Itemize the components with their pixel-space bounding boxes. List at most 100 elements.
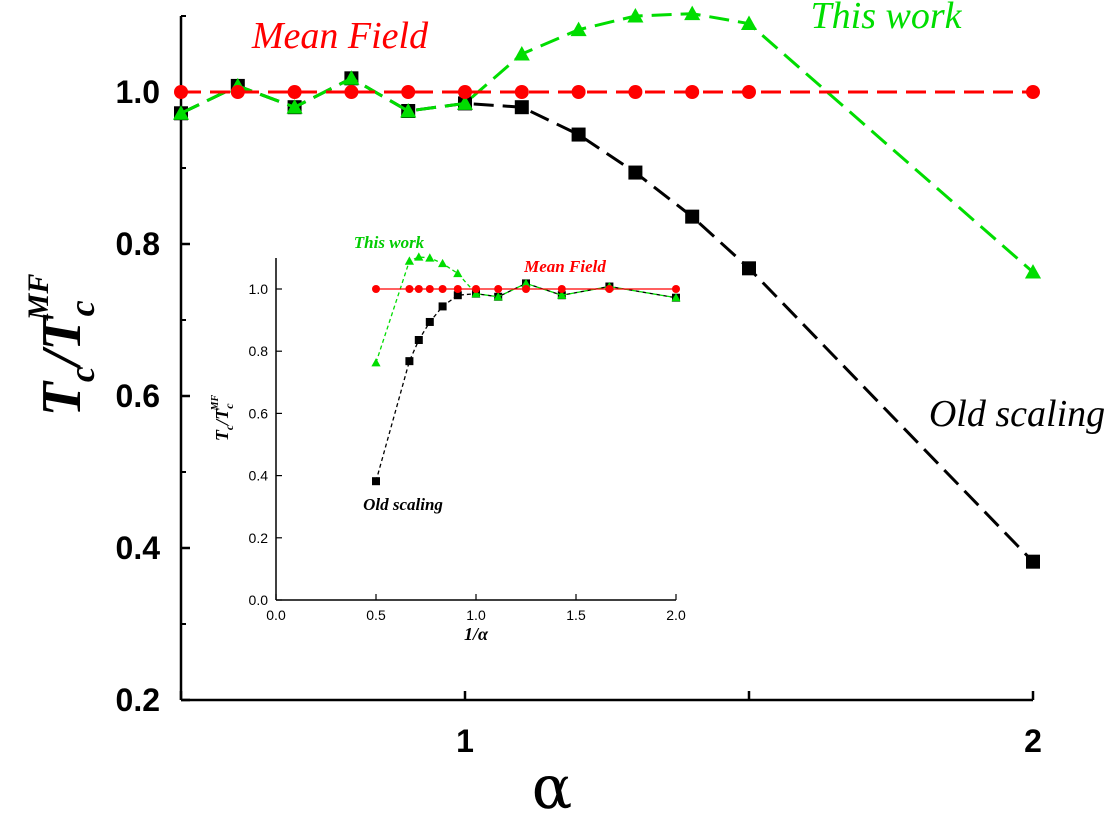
inset-series — [371, 252, 681, 486]
inset-data-point — [405, 357, 414, 366]
main-data-point — [286, 99, 303, 114]
main-annotation-old-scaling: Old scaling — [929, 393, 1105, 435]
main-series-line — [180, 76, 1035, 563]
main-x-tick-label: 2 — [1024, 723, 1042, 759]
main-series-mean-field — [174, 85, 1040, 99]
inset-data-point — [671, 293, 681, 302]
main-data-point — [571, 85, 586, 99]
inset-y-tick-label: 0.0 — [249, 592, 269, 608]
main-data-point — [1026, 85, 1040, 99]
inset-x-tick-label: 0.5 — [366, 607, 386, 623]
main-data-point — [1026, 554, 1040, 569]
main-x-tick-label: 1 — [456, 723, 474, 759]
inset-series-mean-field — [372, 285, 680, 293]
main-data-point — [742, 85, 756, 99]
main-ylabel-base2: T — [31, 314, 93, 351]
inset-data-point — [414, 285, 423, 293]
inset-annotation-old-scaling: Old scaling — [363, 495, 443, 514]
inset-data-point — [494, 285, 503, 293]
inset-x-tick-label: 0.0 — [266, 607, 286, 623]
inset-background — [276, 258, 676, 600]
inset-y-tick-label: 0.2 — [249, 530, 269, 546]
main-data-point — [344, 85, 359, 99]
main-data-point — [628, 165, 643, 180]
main-y-tick-label: 0.2 — [116, 682, 160, 718]
inset-x-tick-label: 1.0 — [466, 607, 486, 623]
inset-data-point — [372, 285, 380, 293]
inset-y-tick-label: 0.4 — [249, 468, 269, 484]
main-data-point — [230, 85, 245, 99]
inset-data-point — [438, 302, 447, 311]
inset-x-tick-label: 2.0 — [666, 607, 686, 623]
inset-annotation-mean-field: Mean Field — [523, 257, 606, 276]
main-plot: 0.20.40.60.81.01 2 α Tc/TcMF Mean Field T… — [22, 0, 1105, 817]
inset-data-point — [425, 253, 435, 262]
main-y-tick-label: 0.8 — [116, 226, 160, 262]
inset-data-point — [493, 292, 503, 301]
inset-data-point — [438, 285, 447, 293]
main-y-tick-label: 0.4 — [116, 530, 161, 566]
inset-data-point — [425, 285, 434, 293]
inset-data-point — [605, 285, 614, 293]
inset-plot: 0.0 0.2 0.4 0.6 0.8 1.0 0.0 0.5 1.0 1.5 2.0 1/α Tc… — [210, 233, 686, 644]
inset-data-point — [414, 336, 423, 345]
main-data-point — [174, 85, 188, 99]
main-ylabel-base: T — [31, 379, 93, 416]
main-data-point — [628, 85, 643, 99]
inset-data-point — [453, 291, 462, 300]
main-data-point — [343, 70, 360, 85]
inset-ylabel-sub2: c — [222, 403, 236, 409]
inset-ylabel-base: T — [212, 429, 232, 441]
main-data-point — [740, 15, 758, 31]
inset-data-point — [672, 285, 680, 293]
main-data-point — [684, 5, 701, 21]
inset-data-point — [557, 290, 567, 299]
inset-ylabel-base2: T — [212, 408, 232, 420]
main-data-point — [514, 85, 529, 99]
inset-y-tick-label: 0.6 — [249, 405, 269, 421]
inset-data-point — [425, 317, 434, 326]
inset-ylabel-slash: / — [212, 418, 232, 427]
main-data-point — [685, 85, 700, 99]
inset-data-point — [372, 477, 380, 486]
inset-data-point — [371, 358, 381, 367]
inset-data-point — [521, 278, 531, 288]
main-data-point — [685, 209, 700, 224]
main-ylabel-sub2: c — [62, 300, 102, 316]
inset-y-tick-label: 0.8 — [249, 343, 269, 359]
inset-ticks: 0.0 0.2 0.4 0.6 0.8 1.0 0.0 0.5 1.0 1.5 2.0 — [249, 281, 686, 623]
main-y-tick-label: 1.0 — [116, 74, 160, 110]
inset-data-point — [414, 252, 424, 261]
inset-data-point — [453, 268, 463, 278]
inset-data-point — [453, 285, 462, 293]
main-x-axis-label: α — [532, 753, 573, 817]
main-data-point — [513, 45, 530, 61]
main-y-tick-label: 0.6 — [116, 378, 160, 414]
inset-data-point — [471, 289, 481, 298]
main-annotation-mean-field: Mean Field — [251, 15, 429, 57]
inset-ylabel-sup2: MF — [210, 395, 221, 412]
main-data-point — [401, 85, 416, 99]
inset-data-point — [522, 285, 530, 293]
main-series — [172, 5, 1042, 569]
svg-text:Tc/TcMF: Tc/TcMF — [210, 395, 236, 442]
main-data-point — [514, 100, 529, 115]
main-data-point — [627, 7, 644, 23]
main-annotation-this-work: This work — [811, 0, 963, 37]
main-y-axis-label: Tc/TcMF — [22, 274, 102, 417]
inset-x-tick-label: 1.5 — [566, 607, 586, 623]
main-data-point — [458, 85, 472, 99]
main-data-point — [287, 85, 302, 99]
main-data-point — [400, 102, 417, 118]
main-data-point — [571, 127, 586, 142]
inset-y-tick-label: 1.0 — [249, 281, 269, 297]
inset-annotation-this-work: This work — [354, 233, 425, 252]
inset-data-point — [404, 256, 414, 265]
inset-data-point — [438, 258, 448, 268]
inset-data-point — [557, 285, 566, 293]
inset-data-point — [405, 285, 414, 293]
svg-text:Tc/TcMF: Tc/TcMF — [22, 274, 102, 417]
main-data-point — [456, 95, 474, 110]
inset-data-point — [472, 285, 480, 293]
